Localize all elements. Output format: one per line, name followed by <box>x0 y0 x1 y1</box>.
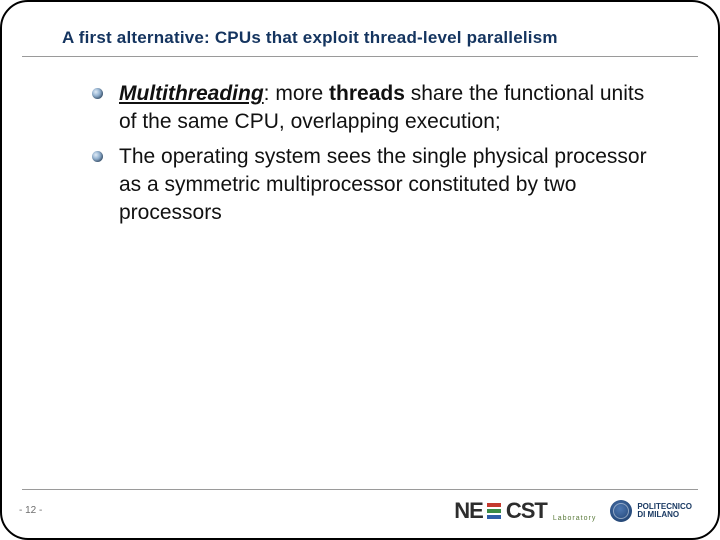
bullet-text: Multithreading: more threads share the f… <box>119 80 658 137</box>
logo-polimi-line2: DI MILANO <box>637 510 679 519</box>
logo-necst-ne: NE <box>454 498 483 524</box>
logo-polimi-text: POLITECNICO DI MILANO <box>637 503 692 520</box>
bullet-bold: threads <box>329 82 405 105</box>
slide-body: Multithreading: more threads share the f… <box>92 80 658 234</box>
bullet-item: Multithreading: more threads share the f… <box>92 80 658 137</box>
bullet-icon <box>92 151 103 162</box>
slide-title: A first alternative: CPUs that exploit t… <box>62 28 688 48</box>
divider-bottom <box>22 489 698 490</box>
bullet-text: The operating system sees the single phy… <box>119 143 658 228</box>
logo-necst-cst: CST <box>506 498 547 524</box>
logo-row: NE CST Laboratory POLITECNICO DI MILANO <box>454 498 692 524</box>
bullet-icon <box>92 88 103 99</box>
bullet-pre: : more <box>264 82 329 105</box>
slide-frame: A first alternative: CPUs that exploit t… <box>0 0 720 540</box>
logo-polimi: POLITECNICO DI MILANO <box>610 500 692 522</box>
bullet-keyword: Multithreading <box>119 82 264 105</box>
divider-top <box>22 56 698 57</box>
bullet-item: The operating system sees the single phy… <box>92 143 658 228</box>
logo-necst-bars-icon <box>487 503 501 519</box>
logo-necst-sub: Laboratory <box>553 515 596 522</box>
logo-necst: NE CST Laboratory <box>454 498 596 524</box>
polimi-seal-icon <box>610 500 632 522</box>
page-number: - 12 - <box>16 505 45 516</box>
